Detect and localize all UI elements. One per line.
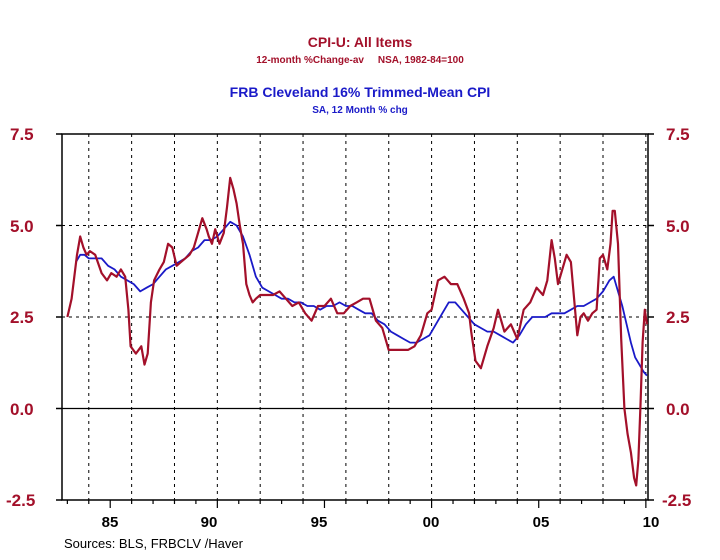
y-tick-right--2.5: -2.5 [662, 491, 691, 510]
y-tick-right-7.5: 7.5 [666, 125, 690, 144]
y-tick-left-0.0: 0.0 [10, 400, 34, 419]
y-tick-left-7.5: 7.5 [10, 125, 34, 144]
axis-ticks [56, 133, 654, 508]
y-tick-left-2.5: 2.5 [10, 308, 34, 327]
x-tick-90: 90 [201, 514, 218, 531]
x-tick-85: 85 [102, 514, 119, 531]
cpi-u-line [66, 176, 648, 487]
chart-subtitle-2: SA, 12 Month % chg [312, 105, 408, 116]
grid [62, 134, 648, 500]
chart-title: CPI-U: All Items [308, 34, 413, 50]
source-note: Sources: BLS, FRBCLV /Haver [64, 536, 244, 551]
chart-subtitle: 12-month %Change-av NSA, 1982-84=100 [256, 55, 464, 66]
y-tick-right-2.5: 2.5 [666, 308, 690, 327]
x-tick-10: 10 [643, 514, 660, 531]
x-tick-95: 95 [311, 514, 328, 531]
y-tick-right-0.0: 0.0 [666, 400, 690, 419]
trimmed-mean-cpi-line [75, 220, 648, 377]
x-tick-05: 05 [533, 514, 550, 531]
x-tick-00: 00 [423, 514, 440, 531]
y-tick-left--2.5: -2.5 [6, 491, 35, 510]
chart-title-2: FRB Cleveland 16% Trimmed-Mean CPI [230, 84, 491, 100]
series [66, 176, 648, 487]
y-tick-left-5.0: 5.0 [10, 217, 34, 236]
y-tick-right-5.0: 5.0 [666, 217, 690, 236]
